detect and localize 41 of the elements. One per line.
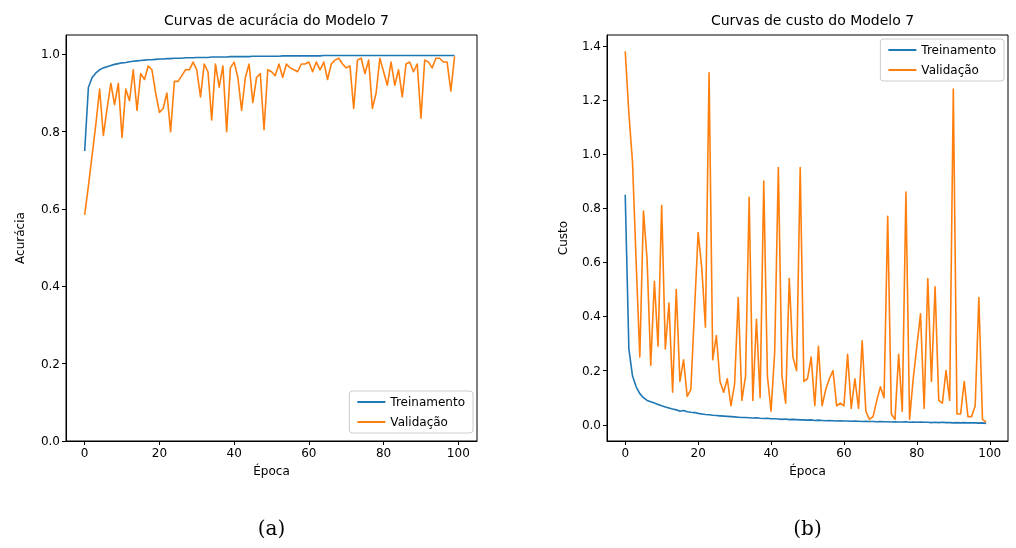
- x-axis-title: Época: [253, 463, 290, 478]
- y-tick-label: 1.4: [581, 38, 601, 53]
- x-tick-label: 20: [690, 446, 706, 460]
- x-tick-label: 20: [151, 446, 168, 460]
- y-tick-label: 0.8: [581, 201, 601, 216]
- x-tick-label: 60: [301, 446, 317, 460]
- legend-label: Treinamento: [389, 395, 465, 409]
- y-tick-label: 0.0: [581, 417, 601, 432]
- y-tick-label: 0.6: [581, 255, 601, 270]
- x-tick-label: 100: [446, 446, 470, 460]
- x-tick-label: 0: [80, 446, 89, 460]
- legend-label: Validação: [390, 415, 448, 429]
- x-tick-label: 100: [978, 446, 1002, 460]
- line-series: [624, 193, 987, 425]
- chart-title: Curvas de custo do Modelo 7: [710, 12, 915, 28]
- y-tick-label: 0.2: [581, 363, 601, 378]
- x-tick-label: 80: [909, 446, 925, 460]
- text: (b): [792, 516, 823, 540]
- line-series: [83, 55, 456, 216]
- y-tick-label: 1.0: [581, 147, 601, 162]
- y-tick-label: 1.0: [40, 47, 60, 62]
- y-tick-label: 0.4: [40, 279, 60, 294]
- x-tick-label: 60: [836, 446, 852, 460]
- x-tick-label: 0: [621, 446, 630, 460]
- y-tick-label: 0.4: [581, 309, 601, 324]
- y-tick-label: 1.2: [581, 92, 601, 107]
- chart-title: Curvas de acurácia do Modelo 7: [164, 12, 389, 28]
- x-tick-label: 40: [763, 446, 779, 460]
- x-tick-label: 80: [375, 446, 392, 460]
- line-series: [83, 54, 456, 152]
- text: (a): [256, 516, 287, 540]
- legend-label: Treinamento: [920, 43, 996, 57]
- y-tick-label: 0.0: [40, 434, 60, 448]
- y-axis-title: Acurácia: [13, 212, 27, 264]
- y-axis-title: Custo: [556, 220, 570, 256]
- y-tick-label: 0.8: [40, 124, 60, 139]
- legend-label: Validação: [921, 63, 979, 77]
- x-axis-title: Época: [789, 463, 826, 478]
- y-tick-label: 0.2: [40, 356, 60, 371]
- x-tick-label: 40: [226, 446, 242, 460]
- y-tick-label: 0.6: [40, 202, 60, 216]
